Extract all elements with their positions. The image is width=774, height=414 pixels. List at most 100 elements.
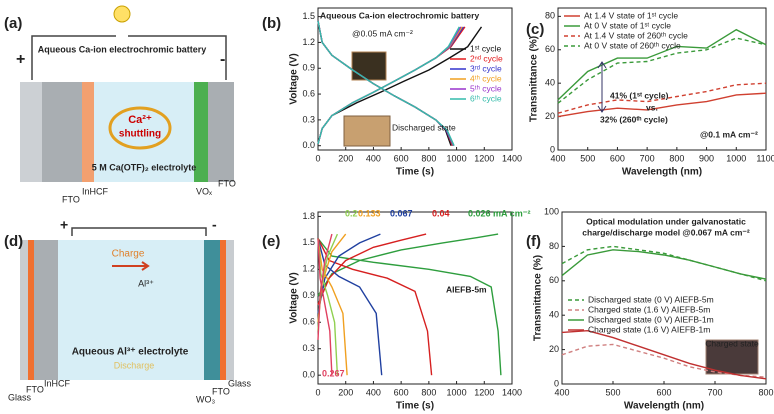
x-axis-title: Time (s) [396,401,434,412]
legend-label: 5ᵗʰ cycle [470,83,502,93]
shuttle-arrow [108,106,172,150]
x-tick-label: 400 [366,387,381,397]
wire [71,227,207,236]
layer-label: VOₓ [196,186,212,196]
x-tick-label: 600 [656,387,671,397]
panel-label: (a) [4,15,22,32]
y-tick-label: 20 [549,344,559,354]
x-tick-label: 1100 [756,153,774,163]
plot: 400 500 600 700 800 900 1000 1100 0 20 40 60 80 Wavel… [529,7,774,178]
panel-label: (b) [262,15,281,32]
annotation: @0.1 mA cm⁻² [700,129,758,139]
series-line [317,238,433,376]
x-tick-label: 200 [338,153,353,163]
x-tick-label: 1200 [474,153,494,163]
ion: Ca²⁺ [128,114,152,126]
x-axis-title: Wavelength (nm) [624,401,704,412]
x-tick-label: 1000 [447,153,467,163]
layer-label: Glass [228,378,252,388]
series-line [561,249,767,280]
panel-label: (d) [4,233,23,250]
motion: shuttling [119,129,161,140]
x-axis-title: Wavelength (nm) [622,167,702,178]
plot: 400 500 600 700 800 0 20 40 60 80 100 Wavelength (n… [533,206,774,411]
series-line [557,82,767,114]
legend-label: 4ᵗʰ cycle [470,73,502,83]
layer-label: FTO [212,386,230,396]
plot-frame [557,7,767,151]
y-tick-label: 0.3 [302,114,315,124]
series-line [557,92,767,118]
layer-label: Glass [8,392,32,402]
y-tick-label: 20 [545,111,555,121]
photo [343,115,391,147]
charge-label: Charge [112,249,145,260]
series-line [317,238,383,376]
series-label: 0.04 [432,208,450,218]
legend-label: 1ˢᵗ cycle [470,43,501,53]
series-line [317,233,333,340]
x-tick-label: 900 [699,153,714,163]
legend-label: At 1.4 V state of 1ˢᵗ cycle [584,10,678,20]
plot: 0 200 400 600 800 1000 1200 1400 0.0 0.3 0.6 0.9 1.2… [289,7,522,178]
y-tick-label: 1.5 [302,237,315,247]
legend-label: Discharged state (0 V) AIEFB-1m [588,314,714,324]
electrolyte-label: 5 M Ca(OTF)₂ electrolyte [92,162,197,172]
y-tick-label: 0 [554,378,559,388]
x-axis-title: Time (s) [396,167,434,178]
ion: Al³⁺ [138,278,154,288]
series-label: 0.2 [345,208,358,218]
annotation: 32% (260ᵗʰ cycle) [600,114,668,124]
y-axis-title: Voltage (V) [289,53,300,104]
series-line [317,26,460,145]
layer-label: FTO [26,384,44,394]
panel-label: (e) [262,233,280,250]
y-tick-label: 0.3 [302,343,315,353]
bulb [113,5,131,23]
inhcf [34,240,58,380]
x-tick-label: 0 [315,153,320,163]
minus: - [212,217,217,233]
legend-label: Discharged state (0 V) AIEFB-5m [588,294,714,304]
y-axis-title: Voltage (V) [289,272,300,323]
series-line [317,238,348,376]
x-tick-label: 1400 [502,153,522,163]
wo3 [204,240,220,380]
legend-label: Charged state (1.6 V) AIEFB-5m [588,304,710,314]
x-tick-label: 700 [707,387,722,397]
electrolyte-label: Aqueous Al³⁺ electrolyte [72,347,189,358]
series-line [317,233,427,305]
annotation: Aqueous Ca-ion electrochromic battery [320,10,479,20]
minus: - [220,51,225,68]
plus: + [16,51,25,68]
annotation: 41% (1ˢᵗ cycle) [610,90,669,100]
photo [351,51,387,81]
x-tick-label: 600 [394,153,409,163]
y-tick-label: 60 [549,275,559,285]
y-tick-label: 80 [545,11,555,21]
series-line [561,245,767,282]
y-axis-title: Transmittance (%) [529,36,540,122]
x-tick-label: 600 [394,387,409,397]
series-line [317,233,499,297]
panel-label: (f) [526,233,541,250]
panel-label: (c) [526,21,544,38]
x-tick-label: 1200 [474,387,494,397]
charge-arrow [112,261,150,271]
x-tick-label: 500 [605,387,620,397]
vox [194,82,208,182]
series-line [557,37,767,104]
annotation: vs. [646,102,658,112]
x-tick-label: 800 [758,387,773,397]
series-label: 0.026 mA cm⁻² [468,208,530,218]
x-tick-label: 800 [421,387,436,397]
diagram-a: Aqueous Ca-ion electrochromic battery + … [16,5,236,204]
glass [20,82,42,182]
layer-label: InHCF [82,186,109,196]
x-tick-label: 0 [315,387,320,397]
y-tick-label: 40 [549,310,559,320]
electrolyte [58,240,204,380]
series-line [317,238,333,376]
inhcf [82,82,94,182]
